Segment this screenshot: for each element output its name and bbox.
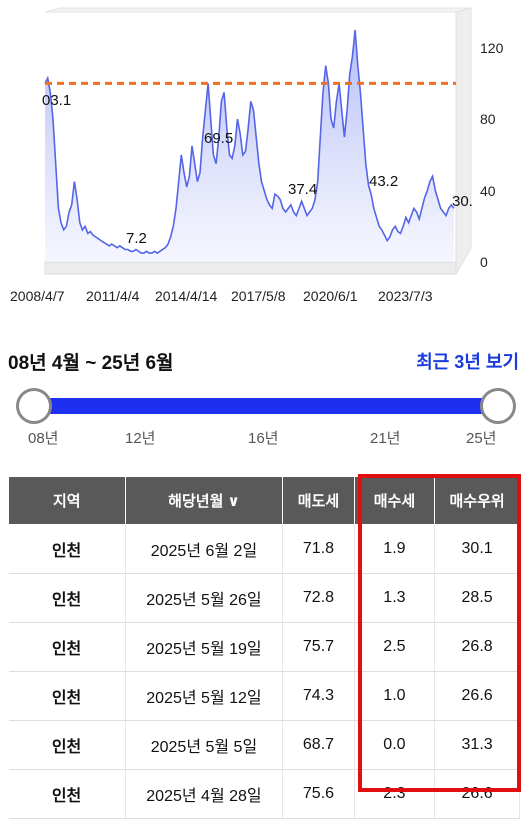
cell-sell: 74.3 — [282, 671, 355, 721]
y-tick-label: 80 — [480, 111, 496, 128]
cell-region: 인천 — [8, 573, 126, 623]
cell-buy-advantage: 28.5 — [434, 573, 520, 623]
x-tick-label: 2014/4/14 — [155, 288, 218, 304]
area-chart — [44, 7, 472, 276]
cell-buy-advantage: 26.6 — [434, 769, 520, 819]
slider-tick-label: 21년 — [370, 430, 401, 447]
x-tick-label: 2011/4/4 — [86, 288, 140, 304]
cell-date: 2025년 4월 28일 — [125, 769, 284, 819]
slider-start-handle[interactable] — [16, 388, 52, 424]
cell-region: 인천 — [8, 720, 126, 770]
value-annotation: 43.2 — [369, 173, 399, 190]
header-region: 지역 — [8, 476, 126, 525]
table-row[interactable]: 인천 2025년 5월 5일 68.7 0.0 31.3 — [8, 720, 520, 770]
cell-sell: 75.7 — [282, 622, 355, 672]
slider-tick-label: 08년 — [28, 430, 59, 447]
cell-sell: 75.6 — [282, 769, 355, 819]
recent-3-years-link[interactable]: 최근 3년 보기 — [416, 352, 519, 372]
cell-sell: 72.8 — [282, 573, 355, 623]
cell-buy: 1.0 — [354, 671, 436, 721]
value-annotation: 69.5 — [204, 130, 234, 147]
slider-tick-label: 16년 — [248, 430, 279, 447]
header-date-sort[interactable]: 해당년월 ∨ — [124, 476, 284, 525]
slider-tick-label: 25년 — [466, 430, 497, 447]
chart-area: 2008/4/7 2011/4/4 2014/4/14 2017/5/8 2020/6/… — [0, 0, 529, 315]
cell-buy-advantage: 26.8 — [434, 622, 520, 672]
table-row[interactable]: 인천 2025년 4월 28일 75.6 2.3 26.6 — [8, 769, 520, 819]
cell-region: 인천 — [8, 671, 126, 721]
cell-buy-advantage: 26.6 — [434, 671, 520, 721]
series-line — [44, 29, 455, 255]
table-row[interactable]: 인천 2025년 6월 2일 71.8 1.9 30.1 — [8, 524, 520, 574]
x-tick-label: 2020/6/1 — [303, 288, 358, 304]
y-tick-label: 0 — [480, 254, 488, 270]
cell-date: 2025년 6월 2일 — [125, 524, 284, 574]
cell-buy: 0.0 — [354, 720, 436, 770]
cell-region: 인천 — [8, 524, 126, 574]
date-range-label: 08년 4월 ~ 25년 6월 — [8, 353, 174, 374]
cell-buy: 2.5 — [354, 622, 436, 672]
plot-frame-side — [455, 7, 472, 276]
cell-buy: 1.9 — [354, 524, 436, 574]
cell-region: 인천 — [8, 622, 126, 672]
slider-tick-label: 12년 — [125, 430, 156, 447]
cell-buy: 1.3 — [354, 573, 436, 623]
slider-end-handle[interactable] — [480, 388, 516, 424]
cell-sell: 71.8 — [282, 524, 355, 574]
plot-frame-floor — [44, 261, 457, 275]
cell-date: 2025년 5월 19일 — [125, 622, 284, 672]
data-table: 지역 해당년월 ∨ 매도세 매수세 매수우위 인천 2025년 6월 2일 71.8… — [8, 476, 520, 819]
date-range-slider[interactable] — [16, 388, 516, 424]
cell-sell: 68.7 — [282, 720, 355, 770]
cell-date: 2025년 5월 26일 — [125, 573, 284, 623]
series-area — [45, 29, 454, 263]
header-buy-advantage: 매수우위 — [434, 476, 520, 525]
header-sell: 매도세 — [282, 476, 355, 525]
header-buy: 매수세 — [353, 476, 436, 525]
y-tick-label: 120 — [480, 39, 504, 56]
cell-date: 2025년 5월 5일 — [125, 720, 284, 770]
table-row[interactable]: 인천 2025년 5월 19일 75.7 2.5 26.8 — [8, 622, 520, 672]
cell-buy-advantage: 31.3 — [434, 720, 520, 770]
table-header-row: 지역 해당년월 ∨ 매도세 매수세 매수우위 — [8, 476, 520, 525]
table-row[interactable]: 인천 2025년 5월 26일 72.8 1.3 28.5 — [8, 573, 520, 623]
table-row[interactable]: 인천 2025년 5월 12일 74.3 1.0 26.6 — [8, 671, 520, 721]
y-tick-label: 40 — [480, 182, 496, 199]
x-tick-label: 2023/7/3 — [378, 288, 433, 304]
value-annotation: 03.1 — [42, 92, 72, 109]
cell-buy-advantage: 30.1 — [434, 524, 520, 574]
x-tick-label: 2017/5/8 — [231, 288, 286, 304]
x-tick-label: 2008/4/7 — [10, 288, 65, 304]
value-annotation: 30. — [452, 193, 473, 210]
value-annotation: 7.2 — [126, 230, 147, 247]
cell-region: 인천 — [8, 769, 126, 819]
slider-track[interactable] — [34, 398, 498, 414]
cell-date: 2025년 5월 12일 — [125, 671, 284, 721]
value-annotation: 37.4 — [288, 181, 318, 198]
cell-buy: 2.3 — [354, 769, 436, 819]
plot-frame-top — [44, 7, 472, 13]
